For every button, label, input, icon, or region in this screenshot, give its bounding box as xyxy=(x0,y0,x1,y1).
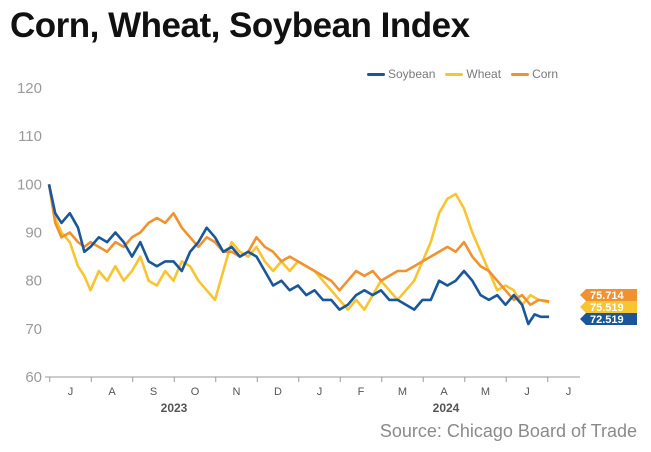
x-tick-label: N xyxy=(233,386,241,398)
x-tick-label: J xyxy=(68,386,74,398)
x-tick-label: F xyxy=(358,386,365,398)
x-tick-label: D xyxy=(274,386,282,398)
legend-label-soybean: Soybean xyxy=(388,67,436,81)
y-tick-label: 90 xyxy=(25,225,42,242)
end-tag-corn xyxy=(580,289,637,301)
chart-legend: Soybean Wheat Corn xyxy=(367,67,558,81)
y-tick-label: 70 xyxy=(25,321,42,338)
chart-source: Source: Chicago Board of Trade xyxy=(379,421,637,441)
x-tick-label: J xyxy=(317,386,323,398)
end-value-soybean: 72.519 xyxy=(590,314,624,326)
y-tick-label: 110 xyxy=(18,128,42,145)
legend-item-corn: Corn xyxy=(511,67,558,81)
chart-title: Corn, Wheat, Soybean Index xyxy=(10,6,470,45)
end-tag-wheat xyxy=(580,301,637,313)
y-tick-label: 120 xyxy=(17,80,42,97)
x-tick-label: M xyxy=(398,386,407,398)
x-tick-label: J xyxy=(524,386,530,398)
legend-label-corn: Corn xyxy=(532,67,559,81)
legend-label-wheat: Wheat xyxy=(466,67,502,81)
end-value-corn: 75.714 xyxy=(590,290,625,302)
x-tick-label: A xyxy=(108,386,116,398)
x-tick-label: S xyxy=(150,386,157,398)
end-value-wheat: 75.519 xyxy=(590,302,624,314)
y-tick-label: 60 xyxy=(25,369,42,386)
legend-swatch-soybean xyxy=(367,72,385,76)
x-tick-label: A xyxy=(440,386,448,398)
year-label: 2024 xyxy=(433,401,460,415)
end-tag-soybean xyxy=(580,313,637,325)
year-label: 2023 xyxy=(161,401,188,415)
x-tick-label: O xyxy=(191,386,200,398)
legend-swatch-wheat xyxy=(445,72,464,76)
legend-item-wheat: Wheat xyxy=(445,67,501,81)
x-tick-label: M xyxy=(481,386,490,398)
series-line-soybean xyxy=(47,184,550,326)
y-tick-label: 80 xyxy=(25,273,42,290)
x-tick-label: J xyxy=(566,386,572,398)
series-line-wheat xyxy=(47,184,550,311)
y-tick-label: 100 xyxy=(17,176,42,193)
legend-swatch-corn xyxy=(511,72,530,76)
legend-item-soybean: Soybean xyxy=(367,67,435,81)
